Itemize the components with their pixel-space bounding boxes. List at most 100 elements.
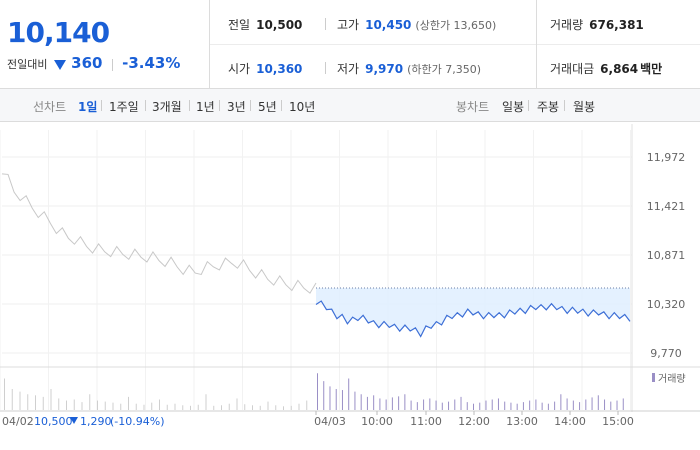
- volume-bar: [454, 399, 456, 410]
- legend-label: 거래량: [658, 373, 686, 385]
- volume-bar: [404, 394, 406, 410]
- tab-daily-candle[interactable]: 일봉: [502, 100, 525, 114]
- volume-bar: [89, 394, 91, 410]
- volume-bar: [283, 406, 284, 410]
- volume-bar: [604, 399, 606, 410]
- candle-chart-title: 봉차트: [456, 100, 490, 114]
- volume-bar: [182, 405, 184, 410]
- volume-bar: [441, 402, 443, 410]
- volume-bar: [81, 402, 83, 410]
- stat-open: 시가 10,360: [228, 62, 303, 76]
- volume-bar: [42, 396, 44, 410]
- volume-bar: [522, 402, 524, 410]
- x-tick-label: 14:00: [554, 415, 586, 428]
- volume-bar: [385, 399, 387, 410]
- volume-bar: [579, 402, 581, 410]
- reference-area: [316, 287, 630, 337]
- chart-grid: [0, 124, 700, 412]
- volume-bar: [166, 404, 168, 410]
- legend-swatch: [652, 373, 655, 382]
- tab-5year[interactable]: 5년: [258, 100, 277, 114]
- volume-bar: [120, 403, 122, 410]
- volume-bar: [151, 402, 153, 410]
- volume-bar: [379, 398, 381, 410]
- volume-bar: [554, 401, 556, 410]
- volume-bar: [50, 389, 52, 410]
- volume-bar: [298, 403, 300, 410]
- x-tick-label: 13:00: [506, 415, 538, 428]
- prev-change-percent: (-10.94%): [110, 415, 165, 428]
- volume-bar: [97, 400, 98, 410]
- change-amount: 360: [71, 54, 103, 72]
- volume-bar: [290, 405, 292, 410]
- volume-bar: [391, 397, 393, 410]
- tab-1day[interactable]: 1일: [78, 100, 98, 114]
- volume-bar: [135, 403, 137, 410]
- volume-bar: [348, 378, 350, 410]
- volume-bar: [213, 405, 215, 410]
- volume-bar: [267, 401, 269, 410]
- volume-bar: [341, 390, 343, 410]
- volume-bar: [560, 394, 562, 410]
- volume-bar: [460, 396, 462, 410]
- volume-bar: [398, 396, 400, 410]
- volume-bar: [429, 398, 431, 410]
- divider: [250, 100, 251, 111]
- tab-1year[interactable]: 1년: [196, 100, 215, 114]
- stat-high: 고가 10,450 (상한가 13,650): [337, 18, 497, 32]
- today-fill: [316, 288, 630, 337]
- change-label: 전일대비: [7, 58, 48, 71]
- divider: [536, 0, 537, 88]
- volume-bar: [591, 397, 593, 410]
- divider: [325, 62, 326, 74]
- x-tick-label: 10:00: [361, 415, 393, 428]
- volume-bar: [410, 400, 412, 410]
- divider: [101, 100, 102, 111]
- y-axis-ticks: 11,972 11,421 10,871 10,320 9,770: [647, 151, 686, 360]
- volume-bar: [622, 398, 624, 410]
- divider: [145, 100, 146, 111]
- volume-bar: [128, 396, 129, 410]
- volume-bar: [479, 402, 481, 410]
- volume-bar: [4, 378, 5, 410]
- volume-bar: [228, 403, 230, 410]
- volume-bar: [159, 399, 160, 410]
- volume-bar: [541, 402, 543, 410]
- volume-bar: [448, 401, 450, 410]
- tab-10year[interactable]: 10년: [289, 100, 316, 114]
- divider: [528, 100, 529, 111]
- x-tick-label: 15:00: [602, 415, 634, 428]
- divider: [112, 58, 114, 71]
- chart-tabs: 선차트 1일 1주일 3개월 1년 3년 5년 10년 봉차트 일봉 주봉 월봉: [0, 89, 700, 122]
- stat-low: 저가 9,970 (하한가 7,350): [337, 62, 481, 76]
- tab-3month[interactable]: 3개월: [152, 100, 182, 114]
- volume-bar: [73, 399, 75, 410]
- volume-bar: [190, 405, 191, 410]
- volume-bar: [497, 398, 499, 410]
- volume-bar: [259, 405, 261, 410]
- volume-bar: [585, 399, 587, 410]
- volume-bar: [504, 401, 506, 410]
- down-triangle-icon: [54, 59, 67, 70]
- tab-1week[interactable]: 1주일: [109, 100, 139, 114]
- volume-bar: [473, 403, 474, 410]
- volume-bar: [317, 373, 318, 410]
- y-tick-label: 10,871: [647, 249, 686, 262]
- tab-monthly-candle[interactable]: 월봉: [573, 100, 596, 114]
- volume-bar: [27, 394, 29, 410]
- volume-bar: [197, 404, 199, 410]
- volume-bar: [19, 391, 21, 410]
- tab-weekly-candle[interactable]: 주봉: [537, 100, 560, 114]
- quote-header: 10,140 전일대비 360 -3.43% 전일 10,500 고가 10,450…: [0, 0, 700, 89]
- x-tick-label: 12:00: [458, 415, 490, 428]
- volume-bar: [416, 402, 418, 410]
- divider: [564, 100, 565, 111]
- volume-bar: [547, 403, 549, 410]
- volume-bar: [174, 403, 176, 410]
- down-triangle-icon: [70, 417, 78, 424]
- divider: [281, 100, 282, 111]
- volume-bar: [510, 402, 512, 410]
- tab-3year[interactable]: 3년: [227, 100, 246, 114]
- volume-bar: [323, 381, 325, 410]
